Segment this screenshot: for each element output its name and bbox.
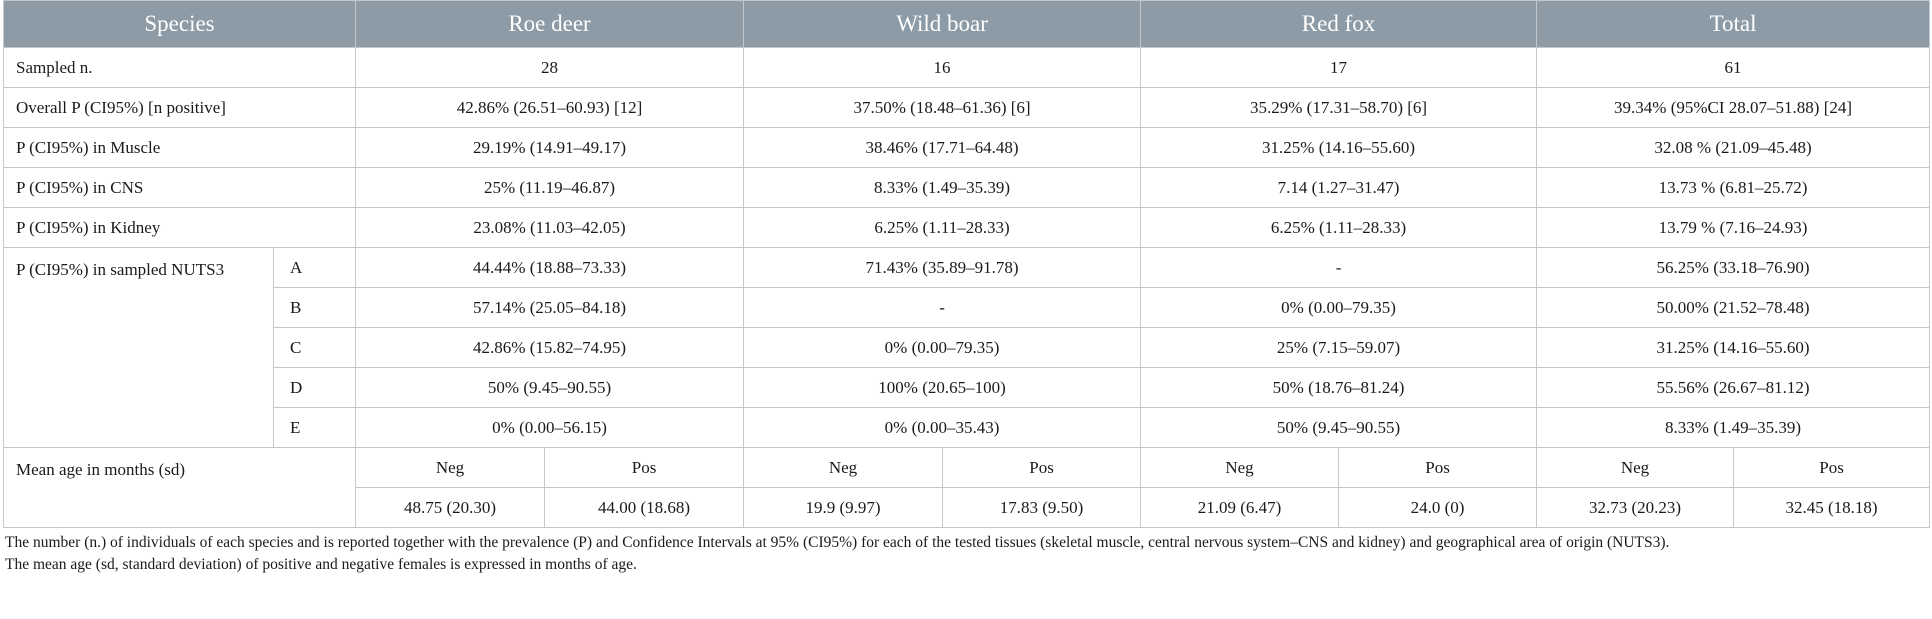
table-row-cns: P (CI95%) in CNS 25% (11.19–46.87) 8.33%… [2, 167, 1931, 208]
header-row: Species Roe deer Wild boar Red fox Total [2, 0, 1931, 48]
area-label: B [272, 287, 357, 328]
table-cell: 55.56% (26.67–81.12) [1536, 367, 1931, 408]
table-figure: Species Roe deer Wild boar Red fox Total… [2, 0, 1931, 576]
row-label: P (CI95%) in CNS [2, 167, 357, 208]
table-cell: 6.25% (1.11–28.33) [743, 207, 1142, 248]
table-footnote: The number (n.) of individuals of each s… [3, 528, 1929, 576]
table-cell: 50% (9.45–90.55) [1140, 407, 1538, 448]
age-neg-header: Neg [1536, 447, 1735, 488]
age-pos-header: Pos [1338, 447, 1538, 488]
table-cell: 23.08% (11.03–42.05) [355, 207, 745, 248]
table-cell: 16 [743, 47, 1142, 88]
row-label: Overall P (CI95%) [n positive] [2, 87, 357, 128]
table-cell: 25% (7.15–59.07) [1140, 327, 1538, 368]
header-species: Species [2, 0, 357, 48]
age-neg-header: Neg [743, 447, 944, 488]
table-row-nuts-b: B 57.14% (25.05–84.18) - 0% (0.00–79.35)… [4, 287, 1931, 328]
row-label: P (CI95%) in Muscle [2, 127, 357, 168]
table-cell: 42.86% (26.51–60.93) [12] [355, 87, 745, 128]
table-cell: 0% (0.00–35.43) [743, 407, 1142, 448]
table-cell: 31.25% (14.16–55.60) [1140, 127, 1538, 168]
age-pos-header: Pos [544, 447, 745, 488]
table-cell: 17 [1140, 47, 1538, 88]
table-cell: 71.43% (35.89–91.78) [743, 247, 1142, 288]
table-row-nuts-d: D 50% (9.45–90.55) 100% (20.65–100) 50% … [4, 367, 1931, 408]
table-cell: 39.34% (95%CI 28.07–51.88) [24] [1536, 87, 1931, 128]
age-neg-header: Neg [355, 447, 546, 488]
table-cell: 19.9 (9.97) [743, 487, 944, 528]
table-cell: 35.29% (17.31–58.70) [6] [1140, 87, 1538, 128]
area-label: D [272, 367, 357, 408]
header-wild-boar: Wild boar [743, 0, 1142, 48]
table-row-nuts-c: C 42.86% (15.82–74.95) 0% (0.00–79.35) 2… [4, 327, 1931, 368]
table-cell: 44.44% (18.88–73.33) [355, 247, 745, 288]
table-cell: 44.00 (18.68) [544, 487, 745, 528]
table-cell: 61 [1536, 47, 1931, 88]
row-label-nuts3: P (CI95%) in sampled NUTS3 [3, 247, 274, 448]
table-cell: 42.86% (15.82–74.95) [355, 327, 745, 368]
prevalence-table: Species Roe deer Wild boar Red fox Total… [2, 0, 1931, 528]
footnote-line-2: The mean age (sd, standard deviation) of… [5, 556, 637, 573]
table-cell: 0% (0.00–56.15) [355, 407, 745, 448]
header-total: Total [1536, 0, 1931, 48]
table-cell: 38.46% (17.71–64.48) [743, 127, 1142, 168]
table-cell: 13.79 % (7.16–24.93) [1536, 207, 1931, 248]
table-cell: 32.73 (20.23) [1536, 487, 1735, 528]
age-pos-header: Pos [942, 447, 1142, 488]
table-cell: 24.0 (0) [1338, 487, 1538, 528]
table-cell: 21.09 (6.47) [1140, 487, 1340, 528]
age-neg-header: Neg [1140, 447, 1340, 488]
row-label: P (CI95%) in Kidney [2, 207, 357, 248]
table-cell: 56.25% (33.18–76.90) [1536, 247, 1931, 288]
table-cell: 37.50% (18.48–61.36) [6] [743, 87, 1142, 128]
row-label-mean-age: Mean age in months (sd) [2, 447, 357, 528]
age-pos-header: Pos [1733, 447, 1931, 488]
table-cell: 57.14% (25.05–84.18) [355, 287, 745, 328]
table-cell: 6.25% (1.11–28.33) [1140, 207, 1538, 248]
table-cell: 100% (20.65–100) [743, 367, 1142, 408]
table-row-nuts-e: E 0% (0.00–56.15) 0% (0.00–35.43) 50% (9… [4, 407, 1931, 448]
table-row-age-header: Mean age in months (sd) Neg Pos Neg Pos … [2, 447, 1931, 528]
table-cell: - [743, 287, 1142, 328]
table-row-muscle: P (CI95%) in Muscle 29.19% (14.91–49.17)… [2, 127, 1931, 168]
table-cell: 17.83 (9.50) [942, 487, 1142, 528]
table-cell: 48.75 (20.30) [355, 487, 546, 528]
table-cell: 32.45 (18.18) [1733, 487, 1931, 528]
table-cell: 13.73 % (6.81–25.72) [1536, 167, 1931, 208]
table-row-sampled: Sampled n. 28 16 17 61 [2, 47, 1931, 88]
table-row-nuts-a: P (CI95%) in sampled NUTS3 A 44.44% (18.… [3, 247, 1931, 448]
header-red-fox: Red fox [1140, 0, 1538, 48]
table-cell: 0% (0.00–79.35) [1140, 287, 1538, 328]
table-cell: 50% (9.45–90.55) [355, 367, 745, 408]
table-cell: 25% (11.19–46.87) [355, 167, 745, 208]
table-cell: 32.08 % (21.09–45.48) [1536, 127, 1931, 168]
table-cell: 50% (18.76–81.24) [1140, 367, 1538, 408]
table-row-overall: Overall P (CI95%) [n positive] 42.86% (2… [2, 87, 1931, 128]
area-label: E [272, 407, 357, 448]
table-cell: 28 [355, 47, 745, 88]
area-label: C [272, 327, 357, 368]
area-label: A [272, 247, 357, 288]
table-row-age-values: 48.75 (20.30) 44.00 (18.68) 19.9 (9.97) … [4, 487, 1931, 528]
table-cell: 0% (0.00–79.35) [743, 327, 1142, 368]
row-label: Sampled n. [2, 47, 357, 88]
table-cell: 29.19% (14.91–49.17) [355, 127, 745, 168]
table-cell: 7.14 (1.27–31.47) [1140, 167, 1538, 208]
footnote-line-1: The number (n.) of individuals of each s… [5, 534, 1670, 551]
table-cell: 8.33% (1.49–35.39) [1536, 407, 1931, 448]
table-cell: 31.25% (14.16–55.60) [1536, 327, 1931, 368]
table-row-kidney: P (CI95%) in Kidney 23.08% (11.03–42.05)… [2, 207, 1931, 248]
table-cell: - [1140, 247, 1538, 288]
table-cell: 50.00% (21.52–78.48) [1536, 287, 1931, 328]
table-cell: 8.33% (1.49–35.39) [743, 167, 1142, 208]
header-roe-deer: Roe deer [355, 0, 745, 48]
